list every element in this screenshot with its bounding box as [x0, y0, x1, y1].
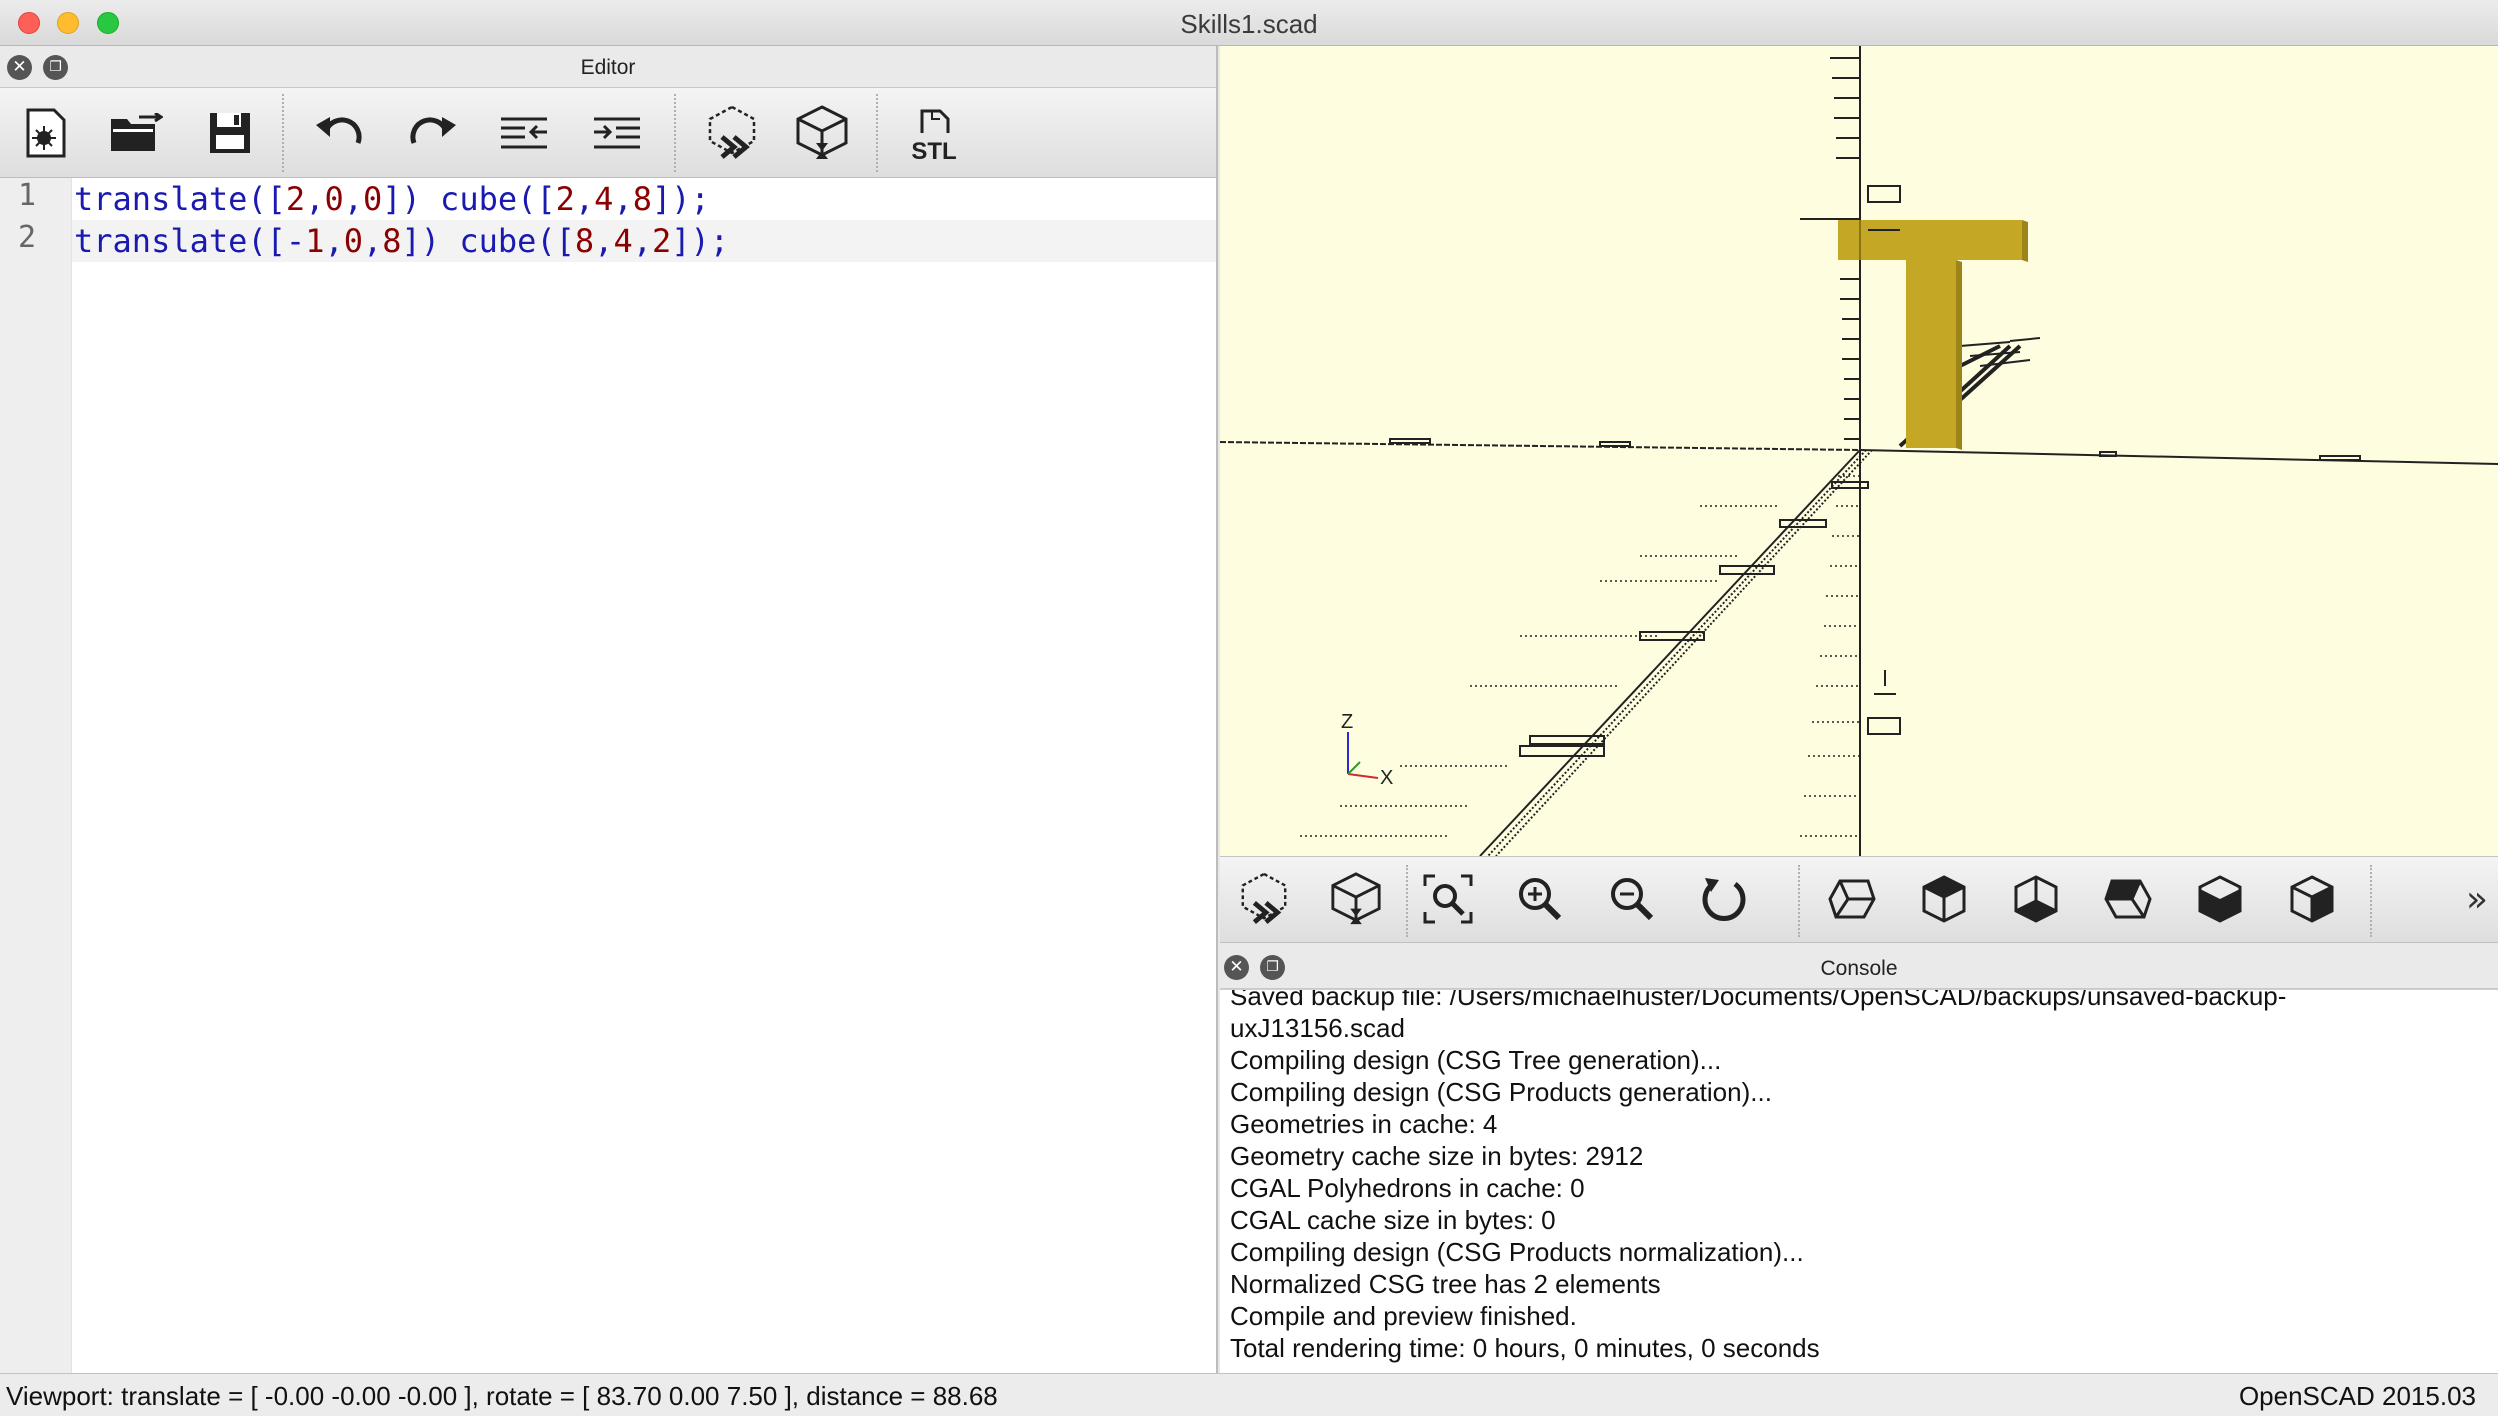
grid-hash: [1300, 505, 1780, 837]
toolbar-separator: [674, 94, 676, 172]
editor-close-icon[interactable]: ✕: [7, 55, 32, 80]
window-minimize-button[interactable]: [57, 12, 79, 34]
title-bar: Skills1.scad: [0, 0, 2498, 46]
line-number: 1: [18, 178, 37, 213]
console-line: Normalized CSG tree has 2 elements: [1230, 1269, 1661, 1299]
line-number-gutter: 1 2: [0, 178, 72, 1373]
model-stem: [1906, 260, 1956, 448]
editor-dock-header: ✕ ❐ Editor: [0, 46, 1216, 88]
redo-icon[interactable]: [400, 102, 464, 164]
toolbar-overflow-icon[interactable]: »: [2465, 879, 2488, 920]
viewport-toolbar: »: [1220, 856, 2498, 942]
console-line: CGAL cache size in bytes: 0: [1230, 1205, 1556, 1235]
console-pane: ✕ ❐ Console Saved backup file: /Users/mi…: [1220, 942, 2498, 1373]
gizmo-z-label: Z: [1341, 711, 1353, 733]
model-top-bar-side: [2022, 220, 2028, 262]
3d-viewport[interactable]: Z X: [1220, 46, 2498, 856]
console-output[interactable]: Saved backup file: /Users/michaelhuster/…: [1220, 989, 2498, 1374]
view-front-icon[interactable]: [2188, 867, 2252, 931]
z-axis-negative-ticks: [1800, 475, 1860, 837]
window-close-button[interactable]: [18, 12, 40, 34]
console-line: uxJ13156.scad: [1230, 1013, 1405, 1043]
undo-icon[interactable]: [308, 102, 372, 164]
console-line: Compile and preview finished.: [1230, 1301, 1577, 1331]
z-axis-ticks: [1800, 57, 1860, 440]
axis-marker: [1867, 717, 1901, 735]
render-icon[interactable]: [790, 102, 854, 164]
console-line: Geometry cache size in bytes: 2912: [1230, 1141, 1644, 1171]
code-line-current[interactable]: translate([-1,0,8]) cube([8,4,2]);: [72, 220, 1216, 262]
console-line: CGAL Polyhedrons in cache: 0: [1230, 1173, 1585, 1203]
axis-gizmo: Z X: [1341, 711, 1393, 789]
code-editor[interactable]: 1 2 translate([2,0,0]) cube([2,4,8]); tr…: [0, 178, 1216, 1373]
x-axis-ticks: [1389, 438, 2361, 461]
y-axis-positive-ticks: [1959, 337, 2041, 367]
toolbar-separator: [282, 94, 284, 172]
preview-icon[interactable]: [700, 102, 764, 164]
view-top-icon[interactable]: [1912, 867, 1976, 931]
model-stem-side: [1956, 260, 1962, 450]
view-bottom-icon[interactable]: [2004, 867, 2068, 931]
console-line: Total rendering time: 0 hours, 0 minutes…: [1230, 1333, 1820, 1363]
console-title: Console: [1820, 957, 1898, 980]
view-all-icon[interactable]: [1416, 867, 1480, 931]
console-line: Compiling design (CSG Products normaliza…: [1230, 1237, 1804, 1267]
toolbar-separator: [1798, 865, 1800, 937]
stl-label: STL: [911, 138, 956, 163]
new-file-icon[interactable]: [14, 102, 78, 164]
console-line: Compiling design (CSG Products generatio…: [1230, 1077, 1772, 1107]
zoom-out-icon[interactable]: [1600, 867, 1664, 931]
window-zoom-button[interactable]: [97, 12, 119, 34]
export-stl-icon[interactable]: STL: [902, 102, 966, 164]
version-label: OpenSCAD 2015.03: [2238, 1381, 2476, 1411]
render-icon[interactable]: [1324, 867, 1388, 931]
view-right-icon[interactable]: [1820, 867, 1884, 931]
view-left-icon[interactable]: [2096, 867, 2160, 931]
editor-float-icon[interactable]: ❐: [43, 55, 68, 80]
console-float-icon[interactable]: ❐: [1260, 955, 1285, 980]
y-axis-line: [1479, 449, 1873, 856]
indent-icon[interactable]: [585, 102, 649, 164]
view-back-icon[interactable]: [2280, 867, 2344, 931]
gizmo-x-label: X: [1380, 767, 1393, 789]
zoom-in-icon[interactable]: [1508, 867, 1572, 931]
toolbar-separator: [1406, 865, 1408, 937]
unindent-icon[interactable]: [492, 102, 556, 164]
toolbar-separator: [2370, 865, 2372, 937]
axis-marker: [1867, 185, 1901, 203]
editor-pane: ✕ ❐ Editor: [0, 46, 1218, 1373]
line-number: 2: [18, 220, 37, 255]
console-dock-header: ✕ ❐ Console: [1220, 943, 2498, 989]
model-top-bar: [1838, 220, 2022, 260]
toolbar-separator: [876, 94, 878, 172]
status-bar: Viewport: translate = [ -0.00 -0.00 -0.0…: [0, 1373, 2498, 1416]
preview-icon[interactable]: [1232, 867, 1296, 931]
console-line: Compiling design (CSG Tree generation)..…: [1230, 1045, 1722, 1075]
editor-toolbar: STL: [0, 88, 1216, 178]
save-icon[interactable]: [198, 102, 262, 164]
console-line: Saved backup file: /Users/michaelhuster/…: [1230, 989, 2287, 1011]
console-line: Geometries in cache: 4: [1230, 1109, 1498, 1139]
console-close-icon[interactable]: ✕: [1224, 955, 1249, 980]
code-line[interactable]: translate([2,0,0]) cube([2,4,8]);: [74, 180, 710, 218]
viewport-canvas: Z X: [1220, 46, 2498, 856]
open-folder-icon[interactable]: [104, 102, 168, 164]
3d-model: [1838, 220, 2028, 450]
viewport-status: Viewport: translate = [ -0.00 -0.00 -0.0…: [6, 1381, 998, 1411]
reset-view-icon[interactable]: [1692, 867, 1756, 931]
window-title: Skills1.scad: [1180, 9, 1318, 39]
y-axis-ticks: [1519, 481, 1869, 757]
editor-title: Editor: [580, 56, 636, 79]
